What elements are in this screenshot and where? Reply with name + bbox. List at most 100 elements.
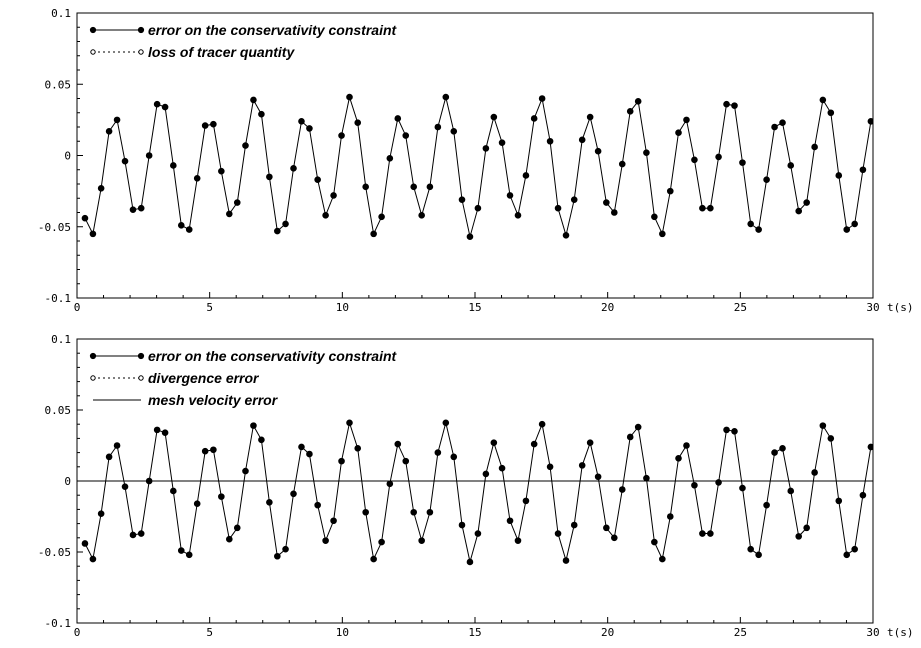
data-point (410, 508, 418, 516)
data-point (763, 501, 770, 509)
data-point (177, 547, 185, 554)
legend-marker (90, 375, 96, 381)
data-point (827, 109, 835, 117)
data-point (97, 510, 105, 517)
data-point (819, 422, 827, 429)
data-point (250, 422, 257, 429)
data-point (586, 113, 594, 121)
data-point (779, 445, 786, 452)
data-point (835, 497, 843, 505)
data-point (570, 196, 578, 203)
legend-marker (89, 352, 97, 360)
data-point (731, 102, 738, 109)
data-point (876, 126, 882, 132)
legend-marker (137, 26, 145, 34)
data-point (594, 473, 602, 481)
legend-marker (138, 375, 144, 381)
data-point (666, 513, 674, 520)
data-point (210, 120, 217, 128)
data-point (787, 487, 795, 495)
legend-marker (137, 352, 145, 360)
data-point (450, 127, 458, 135)
data-point (314, 176, 321, 184)
x-tick-label: 5 (206, 626, 213, 639)
data-point (185, 551, 193, 559)
data-point (121, 483, 129, 490)
data-point (290, 165, 297, 172)
data-point (410, 183, 418, 191)
data-point (643, 474, 650, 482)
data-point (659, 555, 666, 563)
data-point (306, 125, 313, 132)
legend-entry: mesh velocity error (93, 392, 279, 408)
data-point (298, 443, 305, 451)
data-point (258, 436, 265, 444)
data-point (715, 479, 722, 486)
x-tick-label: 20 (601, 626, 614, 639)
data-point (546, 463, 554, 471)
data-point (843, 226, 851, 233)
data-point (859, 166, 867, 174)
data-point (522, 497, 530, 505)
data-point (618, 486, 626, 493)
data-point (442, 419, 450, 427)
y-tick-label: 0 (64, 150, 71, 163)
data-point (266, 173, 273, 181)
data-point (193, 500, 201, 508)
data-point (482, 470, 490, 478)
data-point (121, 157, 129, 165)
data-point (666, 187, 674, 195)
data-point (699, 204, 706, 212)
data-point (699, 530, 706, 537)
data-point (378, 538, 385, 546)
data-point (346, 419, 353, 427)
data-point (851, 545, 858, 553)
legend-entry: divergence error (90, 370, 260, 386)
data-point (546, 137, 554, 145)
data-point (594, 147, 602, 155)
data-point (876, 451, 882, 457)
x-tick-label: 25 (734, 626, 747, 639)
data-point (89, 555, 97, 563)
data-point (97, 184, 105, 192)
legend-marker (90, 49, 96, 55)
data-point (707, 530, 714, 537)
data-point (338, 132, 345, 139)
legend-label: loss of tracer quantity (148, 44, 295, 60)
data-point (611, 209, 618, 216)
data-point (177, 222, 185, 229)
data-point (185, 226, 193, 233)
data-point (506, 192, 514, 199)
data-point (386, 155, 394, 162)
data-point (258, 110, 265, 118)
data-point (474, 530, 482, 537)
data-point (659, 230, 666, 238)
x-tick-label: 0 (74, 626, 81, 639)
data-point (795, 533, 803, 540)
data-point (506, 517, 514, 525)
data-point (763, 176, 770, 184)
data-point (562, 232, 570, 239)
data-point (867, 118, 873, 125)
data-point (370, 230, 377, 238)
data-point (402, 457, 410, 465)
data-point (498, 139, 506, 146)
data-point (691, 481, 698, 489)
data-point (233, 199, 241, 206)
data-point (201, 122, 209, 129)
data-point (603, 524, 610, 532)
x-tick-label: 30 (866, 626, 879, 639)
x-axis-label: t(s) (887, 626, 914, 639)
y-tick-label: 0.05 (45, 78, 72, 91)
data-point (201, 447, 209, 455)
data-point (354, 445, 362, 452)
y-tick-label: 0 (64, 475, 71, 488)
data-point (458, 521, 466, 529)
data-point (137, 204, 145, 212)
data-point (153, 426, 161, 434)
data-point (346, 93, 353, 101)
legend-entry: loss of tracer quantity (90, 44, 295, 60)
data-point (338, 457, 345, 465)
data-point (226, 210, 233, 218)
data-point (450, 453, 458, 461)
